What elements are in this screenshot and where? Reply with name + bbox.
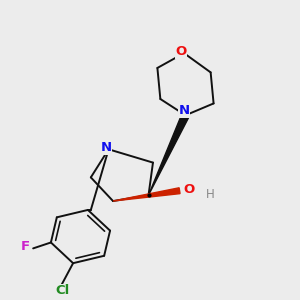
Text: N: N [178,104,190,117]
Text: N: N [101,141,112,154]
Text: Cl: Cl [56,284,70,297]
Text: O: O [176,45,187,58]
Polygon shape [113,188,180,201]
Text: O: O [184,183,195,196]
Polygon shape [148,114,189,195]
Text: F: F [21,240,30,254]
Text: H: H [206,188,214,201]
